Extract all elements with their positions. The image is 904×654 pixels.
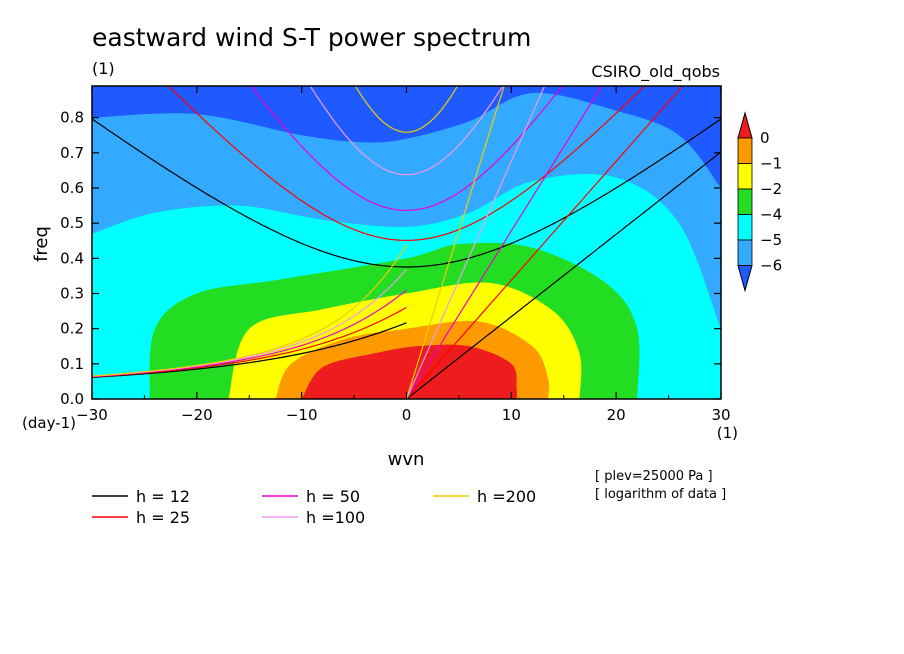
colorbar-swatch [737, 214, 753, 241]
x-tick-label: −10 [286, 406, 318, 424]
colorbar-swatch [737, 137, 753, 164]
dispersion-curve-h12-mrg [92, 322, 407, 378]
colorbar-swatch [737, 239, 753, 266]
y-tick-label: 0.8 [60, 109, 84, 127]
note-plev: [ plev=25000 Pa ] [595, 469, 713, 484]
note-logarithm: [ logarithm of data ] [595, 487, 726, 502]
x-tick-label: 0 [402, 406, 412, 424]
dispersion-curve-h12-kelvin [406, 151, 721, 399]
y-axis-label: freq [31, 226, 52, 262]
y-tick-label: 0.0 [60, 390, 84, 408]
y-tick-label: 0.5 [60, 214, 84, 232]
x-tick-label: 20 [607, 406, 626, 424]
x-tick-label: 10 [502, 406, 521, 424]
y-tick-label: 0.1 [60, 355, 84, 373]
y-tick-label: 0.3 [60, 284, 84, 302]
dispersion-curve-h100-ig [309, 86, 504, 176]
colorbar-label: −6 [760, 257, 782, 275]
dispersion-curve-h100-kelvin [405, 86, 546, 399]
dispersion-curve-h25-ig [167, 86, 646, 242]
colorbar-label: −5 [760, 231, 782, 249]
x-tick-label: −30 [76, 406, 108, 424]
x-unit-label: (1) [717, 424, 738, 442]
plot-area [92, 86, 721, 399]
legend-label: h = 12 [136, 487, 190, 506]
y-tick-label: 0.2 [60, 320, 84, 338]
colorbar-label: −2 [760, 180, 782, 198]
region-level-7 [301, 344, 517, 399]
colorbar-bottom-arrow [737, 265, 753, 293]
colorbar-label: −4 [760, 206, 782, 224]
dispersion-curve-h200-mrg [92, 244, 408, 377]
dispersion-curve-h50-kelvin [405, 86, 603, 399]
colorbar-label: −1 [760, 155, 782, 173]
y-tick-label: 0.4 [60, 249, 84, 267]
colorbar-label: 0 [760, 129, 770, 147]
colorbar-swatch [737, 188, 753, 215]
legend-label: h =200 [477, 487, 536, 506]
x-axis-label: wvn [388, 449, 425, 470]
y-tick-label: 0.7 [60, 144, 84, 162]
subtitle-right: CSIRO_old_qobs [591, 62, 720, 82]
legend-label: h = 50 [306, 487, 360, 506]
legend-label: h = 25 [136, 508, 190, 527]
legend-label: h =100 [306, 508, 365, 527]
y-unit-label: (day-1) [22, 414, 76, 432]
dispersion-curve-h200-ig [354, 86, 459, 133]
dispersion-curve-h200-kelvin [405, 86, 505, 399]
y-tick-label: 0.6 [60, 179, 84, 197]
dispersion-curve-h50-ig [250, 86, 564, 212]
colorbar-swatch [737, 163, 753, 190]
x-tick-label: 30 [711, 406, 730, 424]
subtitle-left: (1) [92, 59, 115, 78]
colorbar-top-arrow [737, 111, 753, 139]
x-tick-label: −20 [181, 406, 213, 424]
chart-title: eastward wind S-T power spectrum [92, 23, 531, 52]
dispersion-curve-h25-kelvin [406, 86, 684, 399]
dispersion-curve-h12-ig [92, 118, 721, 268]
